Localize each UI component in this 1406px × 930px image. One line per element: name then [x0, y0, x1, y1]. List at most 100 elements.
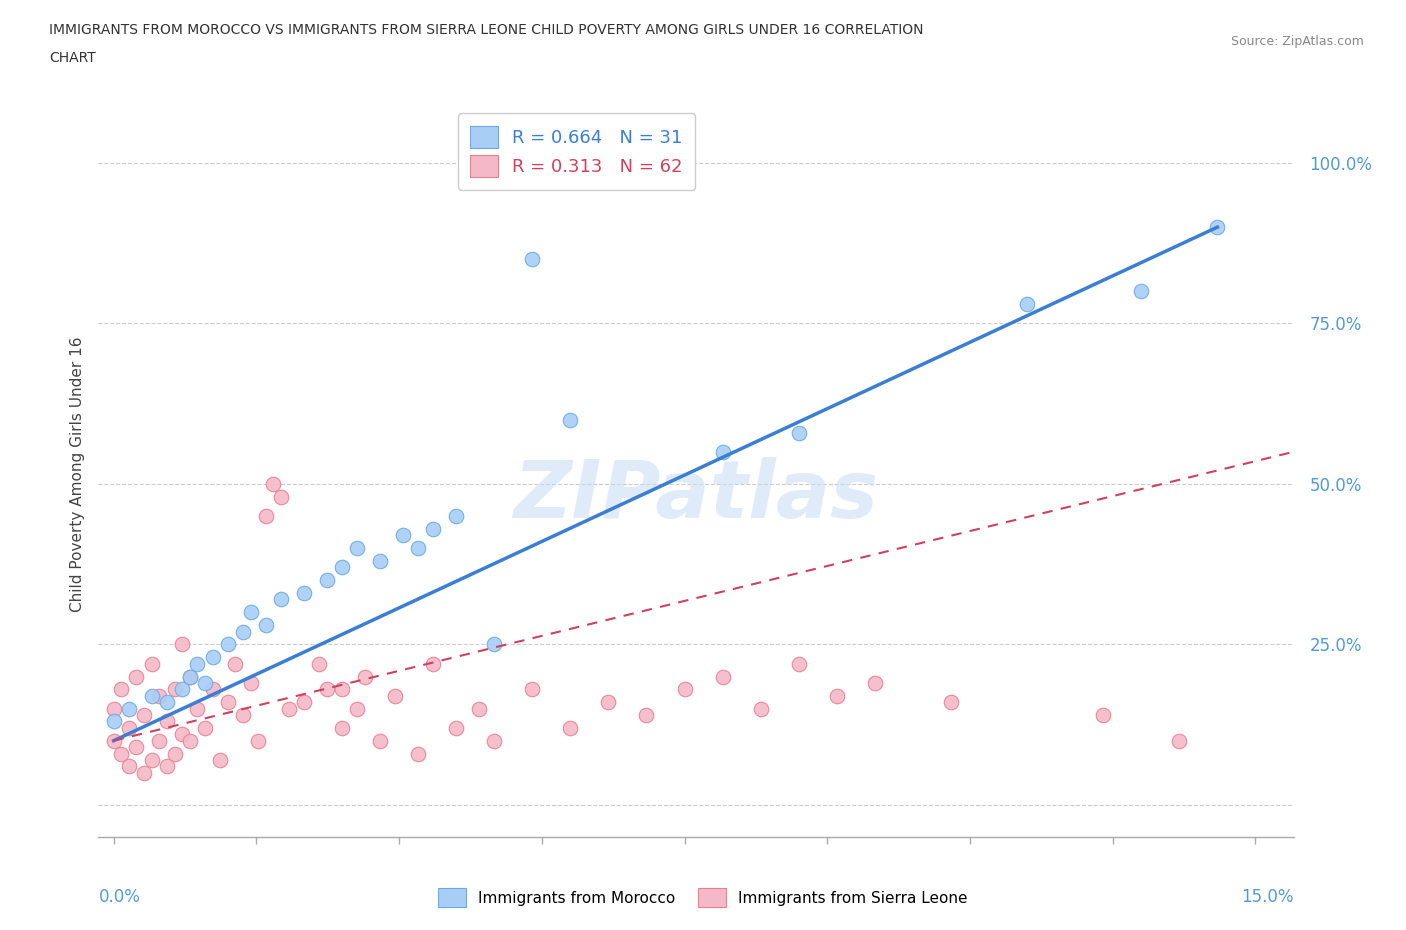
- Text: IMMIGRANTS FROM MOROCCO VS IMMIGRANTS FROM SIERRA LEONE CHILD POVERTY AMONG GIRL: IMMIGRANTS FROM MOROCCO VS IMMIGRANTS FR…: [49, 23, 924, 37]
- Point: [368, 733, 391, 748]
- Point: [239, 675, 262, 690]
- Point: [224, 657, 246, 671]
- Point: [598, 695, 620, 710]
- Point: [315, 573, 337, 588]
- Point: [368, 553, 391, 568]
- Point: [141, 657, 163, 671]
- Point: [156, 759, 179, 774]
- Point: [141, 752, 163, 767]
- Point: [444, 721, 467, 736]
- Point: [522, 252, 544, 267]
- Point: [270, 592, 292, 607]
- Point: [392, 528, 415, 543]
- Point: [179, 669, 201, 684]
- Point: [444, 509, 467, 524]
- Point: [484, 733, 506, 748]
- Point: [132, 765, 155, 780]
- Point: [125, 669, 148, 684]
- Point: [217, 695, 239, 710]
- Point: [484, 637, 506, 652]
- Point: [110, 746, 132, 761]
- Y-axis label: Child Poverty Among Girls Under 16: Child Poverty Among Girls Under 16: [69, 337, 84, 612]
- Point: [201, 682, 224, 697]
- Point: [148, 733, 170, 748]
- Text: CHART: CHART: [49, 51, 96, 65]
- Point: [787, 425, 810, 440]
- Point: [330, 682, 353, 697]
- Point: [749, 701, 772, 716]
- Point: [163, 746, 186, 761]
- Point: [118, 721, 141, 736]
- Point: [194, 721, 217, 736]
- Point: [560, 721, 582, 736]
- Text: ZIPatlas: ZIPatlas: [513, 457, 879, 535]
- Text: 0.0%: 0.0%: [98, 888, 141, 906]
- Point: [422, 657, 444, 671]
- Point: [217, 637, 239, 652]
- Point: [118, 701, 141, 716]
- Point: [141, 688, 163, 703]
- Point: [711, 669, 734, 684]
- Point: [125, 739, 148, 754]
- Point: [308, 657, 330, 671]
- Point: [186, 657, 208, 671]
- Point: [118, 759, 141, 774]
- Point: [346, 540, 368, 555]
- Point: [148, 688, 170, 703]
- Point: [254, 509, 277, 524]
- Point: [1130, 284, 1153, 299]
- Point: [384, 688, 406, 703]
- Point: [103, 733, 125, 748]
- Point: [468, 701, 491, 716]
- Point: [103, 701, 125, 716]
- Point: [406, 746, 429, 761]
- Point: [163, 682, 186, 697]
- Point: [277, 701, 299, 716]
- Legend: Immigrants from Morocco, Immigrants from Sierra Leone: Immigrants from Morocco, Immigrants from…: [432, 883, 974, 913]
- Point: [201, 650, 224, 665]
- Point: [292, 695, 315, 710]
- Point: [263, 476, 285, 491]
- Point: [254, 618, 277, 632]
- Point: [209, 752, 232, 767]
- Point: [560, 412, 582, 427]
- Point: [186, 701, 208, 716]
- Point: [270, 489, 292, 504]
- Point: [346, 701, 368, 716]
- Text: 15.0%: 15.0%: [1241, 888, 1294, 906]
- Point: [172, 682, 194, 697]
- Point: [110, 682, 132, 697]
- Point: [939, 695, 962, 710]
- Point: [292, 586, 315, 601]
- Point: [636, 708, 658, 723]
- Point: [103, 714, 125, 729]
- Point: [232, 624, 254, 639]
- Point: [172, 637, 194, 652]
- Point: [239, 604, 262, 619]
- Point: [673, 682, 696, 697]
- Point: [315, 682, 337, 697]
- Point: [522, 682, 544, 697]
- Point: [422, 522, 444, 537]
- Point: [353, 669, 375, 684]
- Legend: R = 0.664   N = 31, R = 0.313   N = 62: R = 0.664 N = 31, R = 0.313 N = 62: [458, 113, 695, 190]
- Point: [330, 721, 353, 736]
- Point: [156, 714, 179, 729]
- Point: [1206, 219, 1229, 234]
- Point: [1168, 733, 1191, 748]
- Point: [194, 675, 217, 690]
- Text: Source: ZipAtlas.com: Source: ZipAtlas.com: [1230, 35, 1364, 48]
- Point: [179, 733, 201, 748]
- Point: [1017, 297, 1039, 312]
- Point: [247, 733, 270, 748]
- Point: [179, 669, 201, 684]
- Point: [232, 708, 254, 723]
- Point: [1092, 708, 1115, 723]
- Point: [825, 688, 848, 703]
- Point: [132, 708, 155, 723]
- Point: [172, 727, 194, 742]
- Point: [406, 540, 429, 555]
- Point: [330, 560, 353, 575]
- Point: [711, 445, 734, 459]
- Point: [787, 657, 810, 671]
